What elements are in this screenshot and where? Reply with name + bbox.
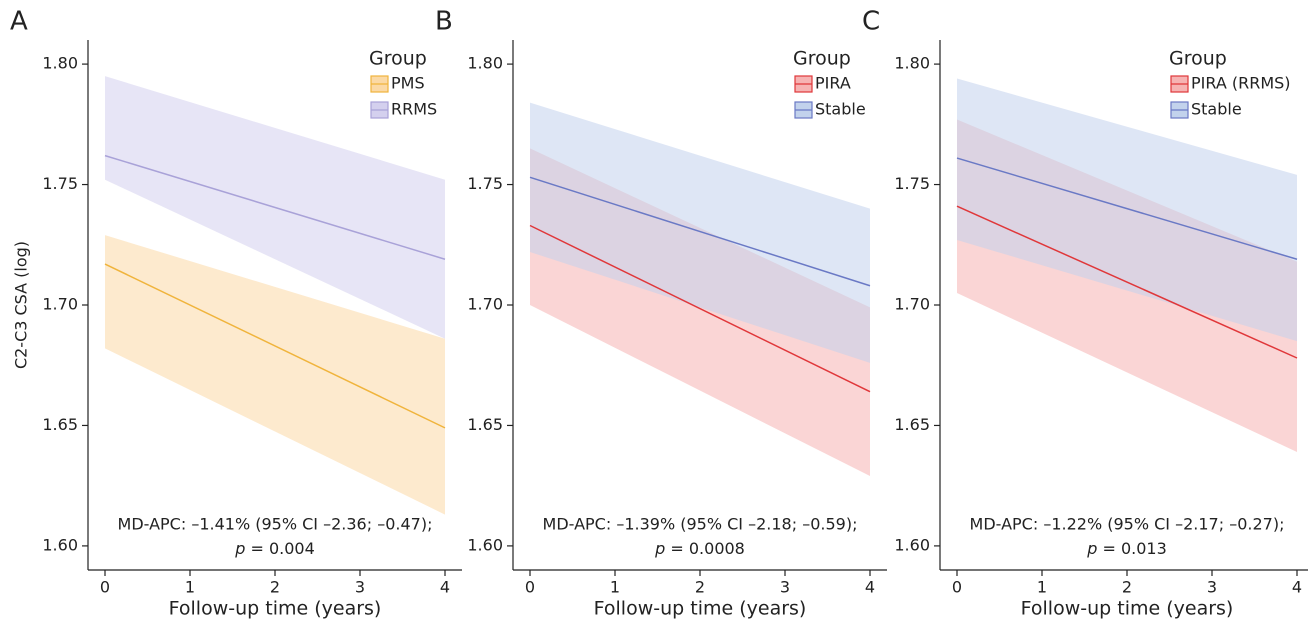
legend-label: Stable [1191, 100, 1242, 119]
panel: A 1.60 1.65 1.70 1.75 1.80 0 1 2 3 4 Follow-up time… [10, 7, 462, 620]
x-axis-title: Follow-up time (years) [1021, 598, 1234, 620]
x-tick-label: 2 [695, 578, 705, 597]
x-tick-label: 4 [1292, 578, 1302, 597]
fit-line [529, 176, 871, 287]
confidence-band [530, 102, 870, 363]
legend-label: PIRA [815, 74, 851, 93]
x-tick-label: 3 [1207, 578, 1217, 597]
y-tick-label: 1.70 [467, 295, 503, 314]
fit-line [104, 154, 446, 260]
x-tick-label: 3 [355, 578, 365, 597]
p-symbol: p [1086, 539, 1097, 558]
fit-line [104, 263, 446, 429]
panel-label: B [435, 7, 453, 37]
x-tick-label: 2 [270, 578, 280, 597]
x-tick-label: 0 [952, 578, 962, 597]
p-value: p = 0.004 [234, 539, 315, 558]
annotation: MD-APC: –1.39% (95% CI –2.18; –0.59); [543, 515, 858, 534]
x-tick-label: 0 [100, 578, 110, 597]
fit-line [956, 205, 1298, 359]
y-axis-title: C2-C3 CSA (log) [12, 241, 31, 369]
y-tick-label: 1.65 [467, 415, 503, 434]
p-text: = 0.004 [250, 539, 314, 558]
legend-label: PIRA (RRMS) [1191, 74, 1291, 93]
x-axis-title: Follow-up time (years) [169, 598, 382, 620]
y-tick-label: 1.60 [42, 535, 78, 554]
annotation: MD-APC: –1.41% (95% CI –2.36; –0.47); [118, 515, 433, 534]
annotation: MD-APC: –1.22% (95% CI –2.17; –0.27); [970, 515, 1285, 534]
x-tick-label: 4 [440, 578, 450, 597]
legend-label: PMS [391, 74, 425, 93]
legend-label: RRMS [391, 100, 437, 119]
p-value: p = 0.013 [1086, 539, 1167, 558]
confidence-band [957, 78, 1297, 342]
y-tick-label: 1.70 [894, 295, 930, 314]
x-axis-title: Follow-up time (years) [594, 598, 807, 620]
legend-title: Group [1169, 48, 1227, 70]
x-tick-label: 4 [865, 578, 875, 597]
p-symbol: p [654, 539, 665, 558]
legend-label: Stable [815, 100, 866, 119]
p-value: p = 0.0008 [654, 539, 745, 558]
x-tick-label: 1 [1037, 578, 1047, 597]
y-tick-label: 1.60 [894, 535, 930, 554]
p-symbol: p [234, 539, 245, 558]
x-tick-label: 2 [1122, 578, 1132, 597]
y-tick-label: 1.60 [467, 535, 503, 554]
y-tick-label: 1.80 [42, 54, 78, 73]
y-tick-label: 1.70 [42, 295, 78, 314]
x-tick-label: 0 [525, 578, 535, 597]
panel-label: C [862, 7, 880, 37]
y-tick-label: 1.80 [894, 54, 930, 73]
p-text: = 0.0008 [670, 539, 744, 558]
x-tick-label: 1 [185, 578, 195, 597]
x-tick-label: 1 [610, 578, 620, 597]
panel-label: A [10, 7, 28, 37]
fit-line [956, 157, 1298, 260]
y-tick-label: 1.75 [894, 174, 930, 193]
y-tick-label: 1.75 [42, 174, 78, 193]
y-tick-label: 1.65 [42, 415, 78, 434]
legend-title: Group [369, 48, 427, 70]
y-tick-label: 1.75 [467, 174, 503, 193]
y-tick-label: 1.80 [467, 54, 503, 73]
legend-title: Group [793, 48, 851, 70]
x-tick-label: 3 [780, 578, 790, 597]
fit-line [529, 224, 871, 393]
y-tick-label: 1.65 [894, 415, 930, 434]
panel: B 1.60 1.65 1.70 1.75 1.80 0 1 2 3 4 Follow-up time… [435, 7, 887, 620]
panel: C 1.60 1.65 1.70 1.75 1.80 0 1 2 3 4 Follow-up time… [862, 7, 1308, 620]
p-text: = 0.013 [1102, 539, 1166, 558]
